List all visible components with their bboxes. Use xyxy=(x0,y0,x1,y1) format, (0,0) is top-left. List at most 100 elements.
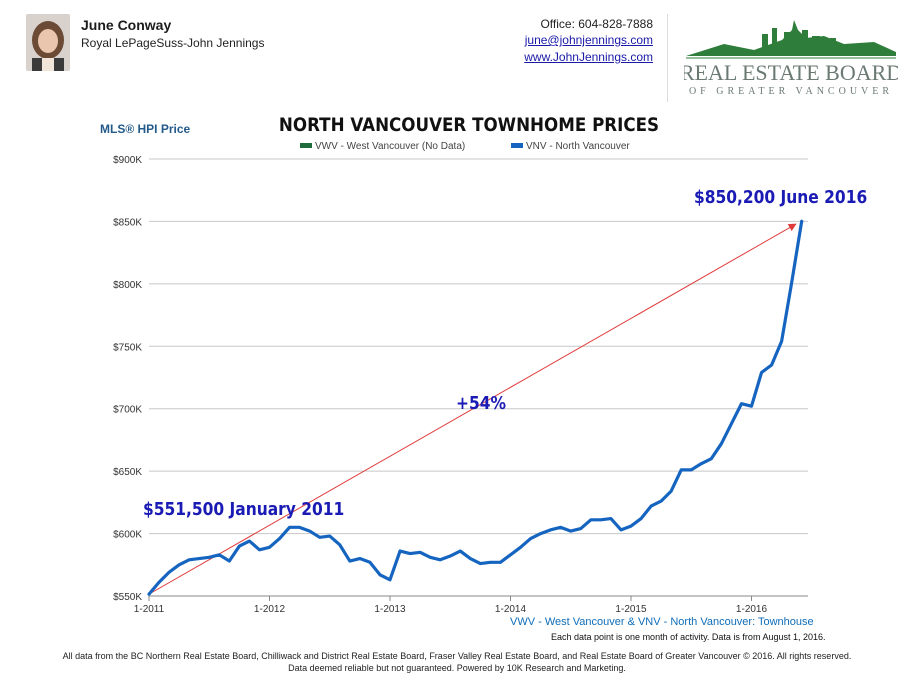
data-point xyxy=(177,563,181,567)
data-point xyxy=(679,468,683,472)
data-point xyxy=(669,489,673,493)
data-point xyxy=(338,543,342,547)
x-axis-ticks: 1-2011 1-2012 1-2013 1-2014 1-2015 1-2016 xyxy=(134,596,768,615)
footer-copyright: All data from the BC Northern Real Estat… xyxy=(62,651,852,661)
data-point xyxy=(770,363,773,367)
data-point xyxy=(298,526,301,529)
data-point xyxy=(348,559,352,563)
data-point xyxy=(760,371,763,374)
data-point xyxy=(599,518,603,522)
data-point xyxy=(750,404,753,408)
x-tick-label: 1-2012 xyxy=(254,604,286,615)
data-point xyxy=(539,532,542,535)
data-point xyxy=(790,281,793,284)
data-point xyxy=(800,219,804,223)
data-point xyxy=(509,553,512,557)
data-point xyxy=(328,534,332,538)
data-point xyxy=(448,554,452,558)
logo-subtitle: OF GREATER VANCOUVER xyxy=(689,86,893,97)
agent-company: Royal LePageSuss-John Jennings xyxy=(81,36,265,50)
data-point xyxy=(418,551,422,554)
y-tick-label: $550K xyxy=(113,592,142,603)
series-line-vnv xyxy=(147,219,804,596)
data-point xyxy=(689,468,693,472)
data-point xyxy=(569,529,573,533)
trend-arrow xyxy=(148,223,797,595)
annotation-label: $551,500 January 2011 xyxy=(143,498,344,519)
legend-label: VWV - West Vancouver (No Data) xyxy=(315,141,465,152)
data-point xyxy=(167,570,171,574)
header-divider xyxy=(667,14,668,102)
x-tick-label: 1-2015 xyxy=(615,604,647,615)
data-point xyxy=(278,537,281,540)
x-tick-label: 1-2016 xyxy=(736,604,768,615)
data-point xyxy=(378,573,382,577)
y-tick-label: $750K xyxy=(113,342,142,353)
data-point xyxy=(288,526,291,529)
data-point xyxy=(549,528,552,532)
data-point xyxy=(318,536,322,539)
data-point xyxy=(589,518,593,522)
data-note: Each data point is one month of activity… xyxy=(551,632,826,642)
data-point xyxy=(438,558,442,562)
y-axis-label: MLS® HPI Price xyxy=(100,122,191,136)
data-point xyxy=(609,517,613,520)
y-axis-ticks: $550K $600K $650K $700K $750K $800K $850K $900K xyxy=(113,155,142,603)
data-point xyxy=(368,560,372,564)
data-point xyxy=(730,422,733,425)
annotations: $551,500 January 2011 +54% $850,200 June 2… xyxy=(143,186,867,519)
gridlines xyxy=(149,158,808,597)
real-estate-board-logo: REAL ESTATE BOARD OF GREATER VANCOUVER xyxy=(680,14,902,100)
data-point xyxy=(639,517,643,520)
data-point xyxy=(157,580,161,584)
data-point xyxy=(428,555,432,559)
data-point xyxy=(649,504,653,508)
data-point xyxy=(619,528,623,532)
y-tick-label: $650K xyxy=(113,467,142,478)
data-point xyxy=(197,557,201,560)
data-point xyxy=(258,548,261,552)
data-point xyxy=(780,339,783,343)
data-point xyxy=(147,592,151,596)
series-description: VWV - West Vancouver & VNV - North Vanco… xyxy=(510,616,814,628)
annotation-label: $850,200 June 2016 xyxy=(694,186,867,207)
website-link[interactable]: www.JohnJennings.com xyxy=(524,50,653,64)
data-point xyxy=(499,560,502,564)
legend-swatch xyxy=(300,143,312,148)
legend-label: VNV - North Vancouver xyxy=(526,141,630,152)
x-tick-label: 1-2013 xyxy=(374,604,406,615)
annotation-label: +54% xyxy=(456,392,506,413)
data-point xyxy=(268,546,271,549)
email-link[interactable]: june@johnjennings.com xyxy=(524,33,653,47)
data-point xyxy=(238,544,241,548)
agent-name: June Conway xyxy=(81,17,172,33)
chart-title: NORTH VANCOUVER TOWNHOME PRICES xyxy=(279,114,659,136)
data-point xyxy=(207,555,211,559)
data-point xyxy=(479,562,482,565)
data-point xyxy=(228,559,231,563)
agent-photo xyxy=(26,14,70,71)
y-tick-label: $700K xyxy=(113,405,142,416)
y-tick-label: $850K xyxy=(113,217,142,228)
data-point xyxy=(629,524,633,528)
data-point xyxy=(217,553,221,557)
legend: VWV - West Vancouver (No Data) VNV - Nort… xyxy=(300,141,630,152)
data-point xyxy=(308,529,311,533)
data-point xyxy=(489,560,492,564)
data-points xyxy=(147,219,804,596)
skyline-icon xyxy=(686,20,896,56)
x-tick-label: 1-2011 xyxy=(134,604,165,615)
data-point xyxy=(519,546,522,549)
data-point xyxy=(388,578,392,582)
data-point xyxy=(398,549,402,553)
data-point xyxy=(469,557,472,560)
data-point xyxy=(579,527,583,530)
data-point xyxy=(710,457,713,460)
x-tick-label: 1-2014 xyxy=(495,604,527,615)
footer-disclaimer: Data deemed reliable but not guaranteed.… xyxy=(288,663,626,673)
data-point xyxy=(699,462,703,465)
data-point xyxy=(529,537,532,540)
data-point xyxy=(358,557,362,560)
data-point xyxy=(720,442,723,445)
